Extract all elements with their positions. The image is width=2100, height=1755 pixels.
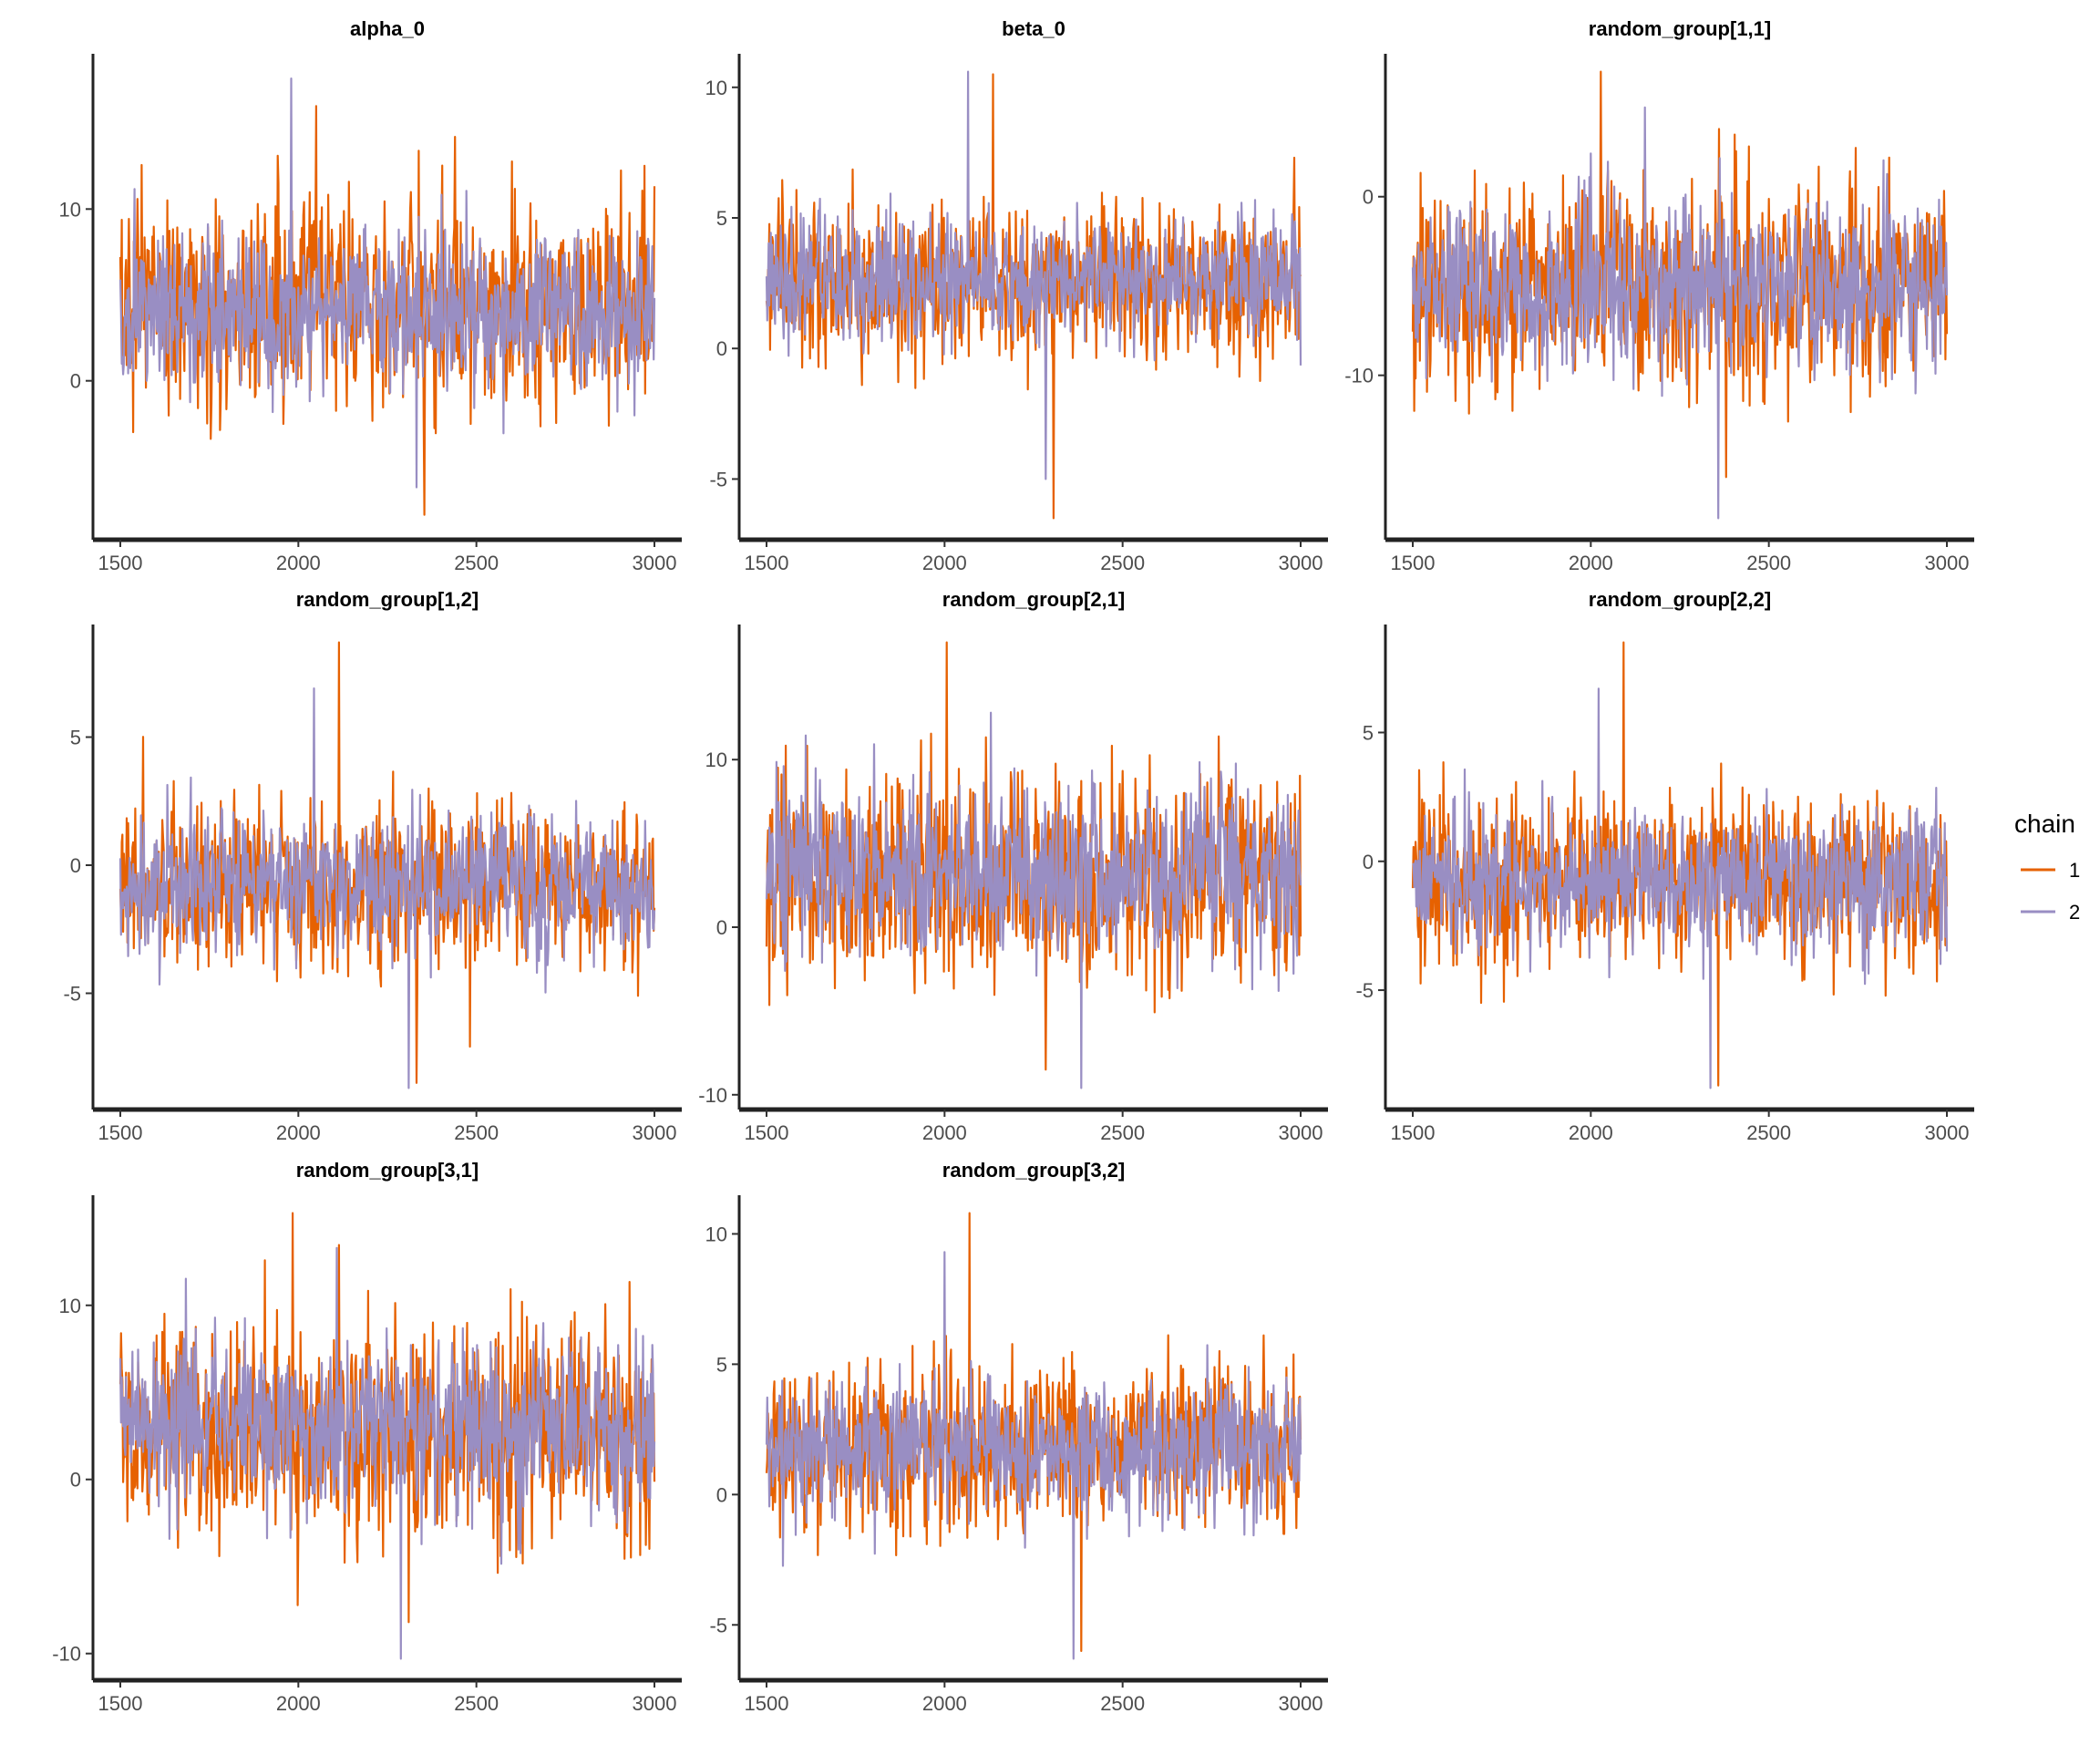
y-tick-label: -10 (698, 1084, 727, 1107)
trace-panel: random_group[1,2] 1500 2000 2500 3000 -5 0 5 (63, 588, 682, 1144)
x-tick-label: 2000 (1569, 552, 1613, 574)
x-tick-label: 1500 (98, 1692, 143, 1715)
y-tick-label: 0 (70, 370, 81, 393)
x-tick-label: 2500 (1746, 552, 1791, 574)
x-tick-label: 2000 (922, 552, 967, 574)
series-line-chain-2 (1412, 687, 1949, 1089)
series-line-chain-2 (118, 687, 656, 1089)
y-tick-label: 0 (1363, 851, 1374, 873)
trace-panel: random_group[2,1] 1500 2000 2500 3000 -10 0 10 (698, 588, 1328, 1144)
x-tick-label: 3000 (633, 552, 677, 574)
legend-label-chain-2: 2 (2069, 901, 2080, 924)
y-tick-label: 5 (716, 207, 727, 230)
y-tick-label: 10 (59, 198, 81, 221)
series-line-chain-2 (1411, 106, 1949, 520)
series-line-chain-2 (118, 1246, 656, 1660)
x-tick-label: 2000 (922, 1692, 967, 1715)
y-tick-label: 0 (716, 1483, 727, 1506)
panel-title: random_group[3,1] (296, 1159, 479, 1182)
x-tick-label: 2000 (922, 1121, 967, 1144)
y-tick-label: -10 (1344, 365, 1374, 387)
x-tick-label: 2500 (454, 552, 499, 574)
y-tick-label: 5 (1363, 721, 1374, 744)
y-tick-label: 10 (705, 1223, 727, 1245)
legend: chain 1 2 (2014, 810, 2080, 924)
legend-label-chain-1: 1 (2069, 859, 2080, 882)
y-tick-label: -5 (709, 1614, 727, 1636)
y-tick-label: 0 (70, 1469, 81, 1492)
y-tick-label: 0 (1363, 186, 1374, 209)
x-tick-label: 2500 (454, 1692, 499, 1715)
panel-title: random_group[1,1] (1589, 17, 1771, 40)
trace-panel: random_group[1,1] 1500 2000 2500 3000 -10 0 (1344, 17, 1974, 574)
series-line-chain-1 (1411, 641, 1949, 1087)
y-tick-label: 5 (70, 727, 81, 749)
y-tick-label: 0 (716, 916, 727, 939)
x-tick-label: 1500 (745, 552, 789, 574)
x-tick-label: 2000 (1569, 1121, 1613, 1144)
x-tick-label: 1500 (98, 1121, 143, 1144)
legend-title: chain (2014, 810, 2075, 838)
y-tick-label: 10 (59, 1295, 81, 1317)
series-line-chain-2 (765, 70, 1302, 480)
x-tick-label: 1500 (98, 552, 143, 574)
x-tick-label: 2500 (454, 1121, 499, 1144)
x-tick-label: 3000 (1279, 1121, 1323, 1144)
x-tick-label: 1500 (745, 1121, 789, 1144)
y-tick-label: 0 (716, 337, 727, 360)
x-tick-label: 2000 (276, 1692, 321, 1715)
x-tick-label: 2500 (1100, 1121, 1145, 1144)
y-tick-label: 10 (705, 748, 727, 771)
panel-title: random_group[3,2] (942, 1159, 1125, 1182)
trace-panel: alpha_0 1500 2000 2500 3000 0 10 (59, 17, 682, 574)
trace-panel: random_group[2,2] 1500 2000 2500 3000 -5 0 5 (1355, 588, 1974, 1144)
series-line-chain-2 (118, 77, 656, 489)
x-tick-label: 1500 (1391, 1121, 1436, 1144)
panel-title: beta_0 (1002, 17, 1065, 40)
panel-title: random_group[2,2] (1589, 588, 1771, 611)
y-tick-label: -5 (63, 982, 81, 1005)
x-tick-label: 2500 (1100, 552, 1145, 574)
y-tick-label: -5 (709, 468, 727, 490)
x-tick-label: 3000 (1925, 552, 1970, 574)
x-tick-label: 3000 (1279, 552, 1323, 574)
y-tick-label: 0 (70, 854, 81, 877)
trace-panel: random_group[3,2] 1500 2000 2500 3000 -5 0 5 10 (705, 1159, 1328, 1715)
y-tick-label: -5 (1355, 979, 1374, 1002)
x-tick-label: 1500 (1391, 552, 1436, 574)
y-tick-label: -10 (52, 1643, 81, 1666)
panel-title: random_group[2,1] (942, 588, 1125, 611)
panel-title: random_group[1,2] (296, 588, 479, 611)
x-tick-label: 2500 (1746, 1121, 1791, 1144)
x-tick-label: 1500 (745, 1692, 789, 1715)
y-tick-label: 10 (705, 77, 727, 99)
x-tick-label: 3000 (633, 1692, 677, 1715)
trace-panel: random_group[3,1] 1500 2000 2500 3000 -10 0 10 (52, 1159, 682, 1715)
x-tick-label: 3000 (633, 1121, 677, 1144)
x-tick-label: 3000 (1925, 1121, 1970, 1144)
x-tick-label: 3000 (1279, 1692, 1323, 1715)
series-line-chain-2 (765, 1251, 1302, 1660)
x-tick-label: 2000 (276, 552, 321, 574)
panel-title: alpha_0 (350, 17, 425, 40)
trace-panel: beta_0 1500 2000 2500 3000 -5 0 5 10 (705, 17, 1328, 574)
y-tick-label: 5 (716, 1353, 727, 1376)
series-line-chain-2 (765, 711, 1302, 1089)
x-tick-label: 2000 (276, 1121, 321, 1144)
x-tick-label: 2500 (1100, 1692, 1145, 1715)
